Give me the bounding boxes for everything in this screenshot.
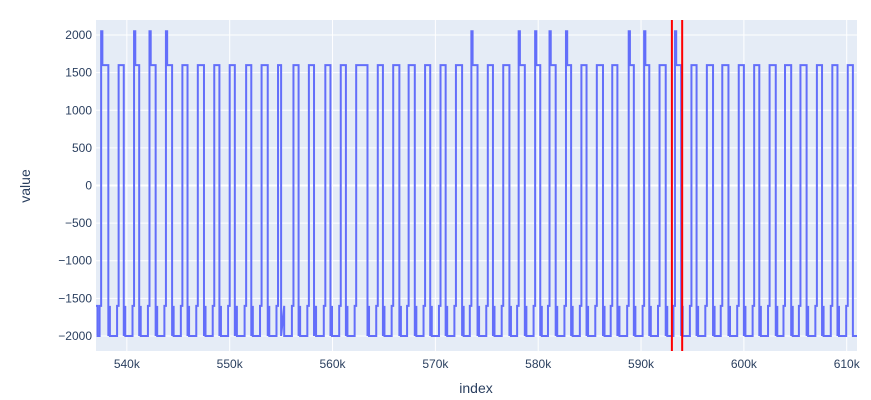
x-tick-label: 580k — [525, 357, 552, 371]
y-tick-label: 0 — [85, 179, 92, 193]
y-tick-label: 2000 — [65, 28, 92, 42]
x-tick-label: 560k — [320, 357, 347, 371]
x-tick-label: 590k — [628, 357, 655, 371]
x-tick-label: 600k — [731, 357, 758, 371]
x-tick-label: 610k — [834, 357, 861, 371]
y-tick-label: −1000 — [58, 254, 92, 268]
y-tick-label: 1000 — [65, 103, 92, 117]
x-axis-ticks: 540k 550k 560k 570k 580k 590k 600k 610k — [114, 357, 861, 371]
y-tick-label: −1500 — [58, 291, 92, 305]
y-axis-title: value — [17, 169, 33, 203]
y-axis-ticks: −2000 −1500 −1000 −500 0 500 1000 1500 2000 — [58, 28, 92, 343]
y-tick-label: 1500 — [65, 66, 92, 80]
x-tick-label: 540k — [114, 357, 141, 371]
x-axis-title: index — [459, 380, 492, 396]
y-tick-label: −500 — [65, 216, 92, 230]
y-tick-label: 500 — [72, 141, 92, 155]
x-tick-label: 570k — [422, 357, 449, 371]
x-tick-label: 550k — [217, 357, 244, 371]
y-tick-label: −2000 — [58, 329, 92, 343]
